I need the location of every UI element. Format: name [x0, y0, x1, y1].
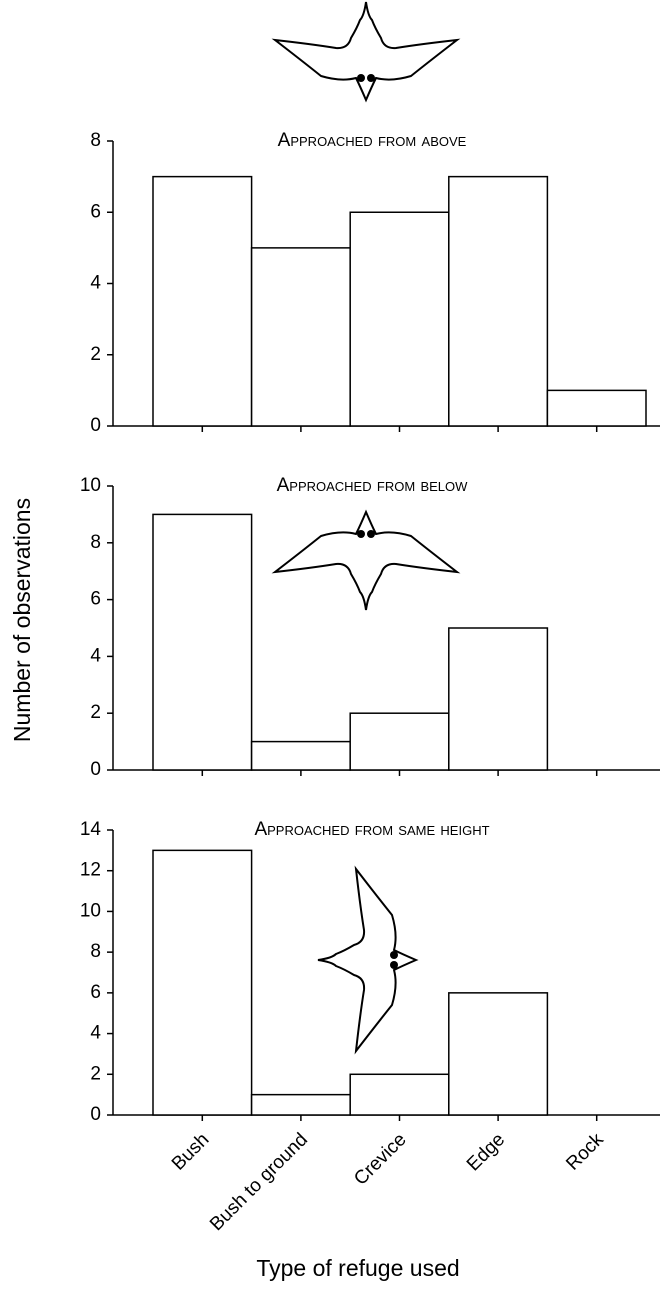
y-tick-label: 2 [90, 344, 101, 365]
y-tick-label: 4 [90, 1023, 101, 1044]
bar [349, 712, 450, 771]
y-tick-label: 4 [90, 273, 101, 294]
y-axis-title: Number of observations [9, 498, 35, 742]
bar [152, 513, 253, 771]
y-tick-label: 0 [90, 415, 101, 436]
bar [152, 175, 253, 427]
y-tick-label: 12 [80, 860, 101, 881]
y-tick-label: 6 [90, 589, 101, 610]
y-tick-label: 0 [90, 759, 101, 780]
bird-icon [274, 511, 458, 611]
bird-icon [317, 868, 417, 1052]
y-tick-label: 2 [90, 1063, 101, 1084]
x-tick-label: Edge [463, 1129, 509, 1175]
y-tick-label: 8 [90, 130, 101, 151]
panel-title: Approached from same height [254, 819, 489, 840]
y-tick-label: 8 [90, 941, 101, 962]
bar [250, 247, 351, 427]
y-tick-label: 8 [90, 532, 101, 553]
x-tick-label: Crevice [350, 1129, 410, 1189]
bar [349, 1073, 450, 1116]
y-tick-label: 10 [80, 475, 101, 496]
bird-icon [274, 1, 458, 101]
bar [448, 992, 549, 1116]
bar [546, 389, 647, 427]
y-tick-label: 0 [90, 1104, 101, 1125]
bar [349, 211, 450, 427]
bar [152, 849, 253, 1116]
y-tick-label: 14 [80, 819, 102, 840]
bar [448, 627, 549, 771]
y-tick-label: 10 [80, 900, 101, 921]
bar [448, 175, 549, 427]
panel-title: Approached from below [277, 475, 469, 496]
bar [250, 740, 351, 771]
panel-title: Approached from above [278, 130, 467, 151]
y-tick-label: 4 [90, 645, 101, 666]
y-tick-label: 2 [90, 702, 101, 723]
x-tick-label: Bush [168, 1129, 213, 1174]
x-axis-title: Type of refuge used [256, 1255, 459, 1281]
bar [250, 1093, 351, 1116]
x-tick-label: Rock [562, 1129, 608, 1175]
y-tick-label: 6 [90, 982, 101, 1003]
y-tick-label: 6 [90, 201, 101, 222]
x-tick-label: Bush to ground [206, 1129, 312, 1235]
